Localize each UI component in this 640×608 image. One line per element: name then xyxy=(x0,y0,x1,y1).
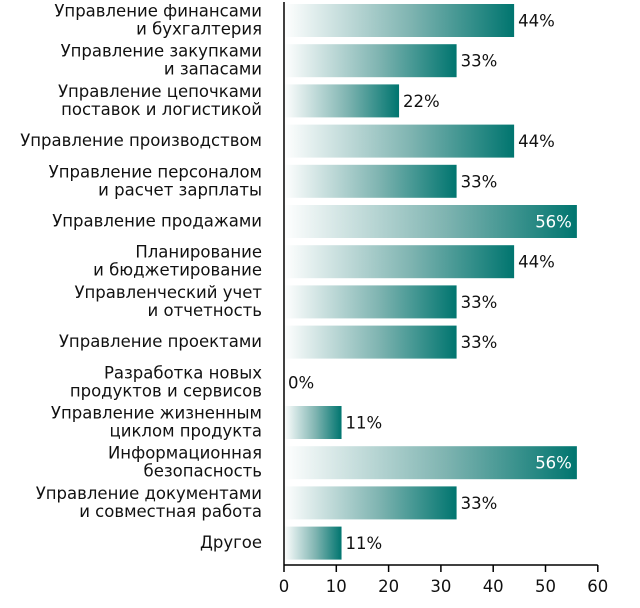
bars xyxy=(284,4,577,560)
bar xyxy=(284,325,457,359)
bar xyxy=(284,285,457,319)
bar xyxy=(284,164,457,198)
category-labels: Управление финансами и бухгалтерияУправле… xyxy=(20,2,262,553)
value-label: 56% xyxy=(535,454,572,473)
value-label: 44% xyxy=(518,253,555,272)
bar xyxy=(284,124,515,158)
value-label: 56% xyxy=(535,213,572,232)
x-tick-label: 60 xyxy=(587,577,608,596)
bar xyxy=(284,84,400,118)
x-tick-label: 0 xyxy=(279,577,290,596)
x-tick-label: 50 xyxy=(535,577,556,596)
bar xyxy=(284,486,457,520)
value-label: 11% xyxy=(346,534,383,553)
category-label: Другое xyxy=(200,533,262,552)
x-tick-label: 10 xyxy=(326,577,347,596)
value-label: 11% xyxy=(346,414,383,433)
category-label: Управление производством xyxy=(20,131,262,150)
category-label: Управление документами и совместная работ… xyxy=(36,484,262,521)
value-label: 33% xyxy=(461,333,498,352)
category-label: Управление жизненным циклом продукта xyxy=(51,404,262,441)
value-label: 22% xyxy=(403,92,440,111)
value-label: 33% xyxy=(461,293,498,312)
value-label: 33% xyxy=(461,52,498,71)
category-label: Управление закупками и запасами xyxy=(61,42,262,79)
x-tick-label: 30 xyxy=(430,577,451,596)
value-label: 33% xyxy=(461,172,498,191)
category-label: Разработка новых продуктов и сервисов xyxy=(70,363,262,400)
category-label: Управление персоналом и расчет зарплаты xyxy=(49,162,262,199)
bar xyxy=(284,446,577,480)
category-label: Управление проектами xyxy=(59,332,262,351)
bar xyxy=(284,406,342,439)
category-label: Управление цепочками поставок и логистико… xyxy=(58,82,262,119)
bar xyxy=(284,245,515,279)
bar xyxy=(284,526,342,560)
bar xyxy=(284,205,577,238)
category-label: Управление продажами xyxy=(52,212,262,231)
value-labels: 44% 33% 22% 44% 33% 56% 44% 33% 33% 0% 11% 56% 33% 11… xyxy=(288,12,572,554)
value-label: 0% xyxy=(288,373,314,392)
value-label: 44% xyxy=(518,132,555,151)
value-label: 44% xyxy=(518,12,555,31)
x-axis: 0 10 20 30 40 50 60 xyxy=(279,2,608,596)
bar xyxy=(284,44,457,78)
category-label: Управление финансами и бухгалтерия xyxy=(54,2,262,39)
category-label: Управленческий учет и отчетность xyxy=(74,283,262,320)
category-label: Информационная безопасность xyxy=(108,444,262,481)
category-label: Планирование и бюджетирование xyxy=(93,243,262,280)
x-tick-label: 40 xyxy=(483,577,504,596)
value-label: 33% xyxy=(461,494,498,513)
bar xyxy=(284,4,515,37)
x-tick-label: 20 xyxy=(378,577,399,596)
